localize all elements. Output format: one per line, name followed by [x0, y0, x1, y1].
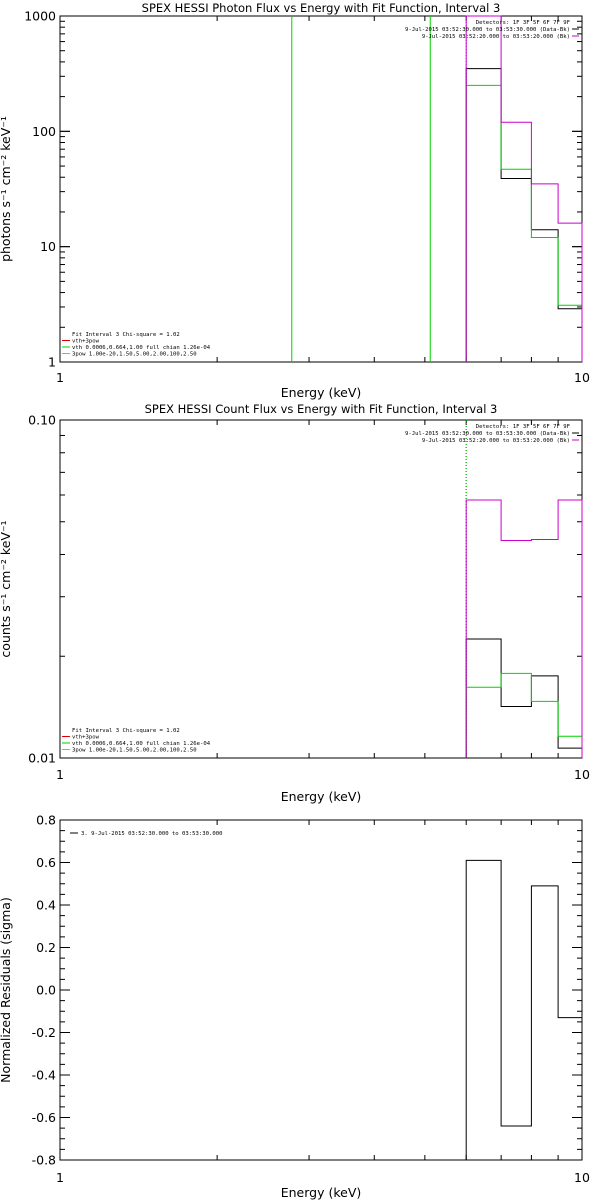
x-tick-label: 1 [56, 1170, 64, 1185]
y-tick-label: -0.6 [32, 1110, 56, 1125]
y-tick-label: 0.8 [36, 813, 56, 828]
series-step-black [465, 68, 583, 362]
plot-frame [59, 15, 583, 363]
series-step-green [465, 84, 583, 362]
chart-panel-2: SPEX HESSI Count Flux vs Energy with Fit… [0, 402, 590, 804]
chart-panel-1: SPEX HESSI Photon Flux vs Energy with Fi… [0, 1, 590, 400]
legend-bottom-entry: 3pow 1.00e-20,1.50,5.00,2.00,100,2.50 [72, 748, 197, 754]
x-tick-label: 1 [56, 370, 64, 385]
plot-frame [59, 419, 583, 759]
legend-top-entry: 9-Jul-2015 03:52:20.000 to 03:53:20.000 … [422, 34, 570, 40]
legend-top-entry: 9-Jul-2015 03:52:30.000 to 03:53:30.000 … [405, 431, 570, 437]
y-tick-label: -0.8 [32, 1153, 56, 1168]
chart-title: SPEX HESSI Photon Flux vs Energy with Fi… [142, 1, 501, 15]
x-axis-label: Energy (keV) [281, 385, 362, 400]
series-step-green [465, 672, 583, 758]
legend-top-entry: 3. 9-Jul-2015 03:52:30.000 to 03:53:30.0… [81, 831, 222, 837]
legend-bottom-entry: vth+3pow [72, 735, 100, 741]
legend-bottom-entry: vth+3pow [72, 339, 100, 345]
legend-bottom-entry: 3pow 1.00e-20,1.50,5.00,2.00,100,2.50 [72, 352, 197, 358]
legend-bottom-entry: vth 0.0006,0.664,1.00 full chian 1.26e-0… [72, 741, 211, 747]
y-tick-label: 100 [32, 124, 56, 139]
x-tick-label: 1 [56, 767, 64, 782]
y-axis-label: Normalized Residuals (sigma) [0, 897, 13, 1083]
y-axis-label: counts s⁻¹ cm⁻² keV⁻¹ [0, 520, 13, 657]
y-tick-label: 0.10 [28, 413, 56, 428]
x-axis-label: Energy (keV) [281, 789, 362, 804]
legend-top-entry: Detectors: 1F 3F 5F 6F 7F 9F [476, 20, 571, 26]
series-step-magenta [465, 499, 583, 758]
legend-bottom-entry: vth 0.0006,0.664,1.00 full chian 1.26e-0… [72, 345, 211, 351]
y-tick-label: -0.2 [32, 1025, 56, 1040]
y-tick-label: 0.2 [36, 940, 56, 955]
y-tick-label: 0.01 [28, 751, 56, 766]
legend-top-entry: Detectors: 1F 3F 5F 6F 7F 9F [476, 424, 571, 430]
legend-top-entry: 9-Jul-2015 03:52:30.000 to 03:53:30.000 … [405, 27, 570, 33]
plot-frame [59, 819, 583, 1161]
series-step-black [465, 859, 583, 1160]
legend-bottom-entry: Fit Interval 3 Chi-square = 1.02 [72, 728, 180, 734]
legend-top-entry: 9-Jul-2015 03:52:20.000 to 03:53:20.000 … [422, 438, 570, 444]
y-axis-label: photons s⁻¹ cm⁻² keV⁻¹ [0, 116, 13, 262]
y-tick-label: 10 [40, 239, 56, 254]
x-tick-label: 10 [574, 370, 590, 385]
x-tick-label: 10 [574, 1170, 590, 1185]
legend-bottom-entry: Fit Interval 3 Chi-square = 1.02 [72, 332, 180, 338]
y-tick-label: 0.4 [36, 898, 56, 913]
x-tick-label: 10 [574, 767, 590, 782]
y-tick-label: 0.6 [36, 855, 56, 870]
chart-panel-3: 1 10 Energy (keV) 0.8 0.6 0.4 0.2 0.0 -0.2 -0.4 -0… [0, 813, 590, 1200]
series-step-magenta [465, 15, 583, 362]
y-tick-label: 0.0 [36, 983, 56, 998]
series-step-black [465, 638, 583, 758]
chart-title: SPEX HESSI Count Flux vs Energy with Fit… [145, 402, 498, 416]
y-tick-label: -0.4 [32, 1068, 56, 1083]
y-tick-label: 1000 [24, 9, 56, 24]
y-tick-label: 1 [48, 355, 56, 370]
x-axis-label: Energy (keV) [281, 1185, 362, 1200]
